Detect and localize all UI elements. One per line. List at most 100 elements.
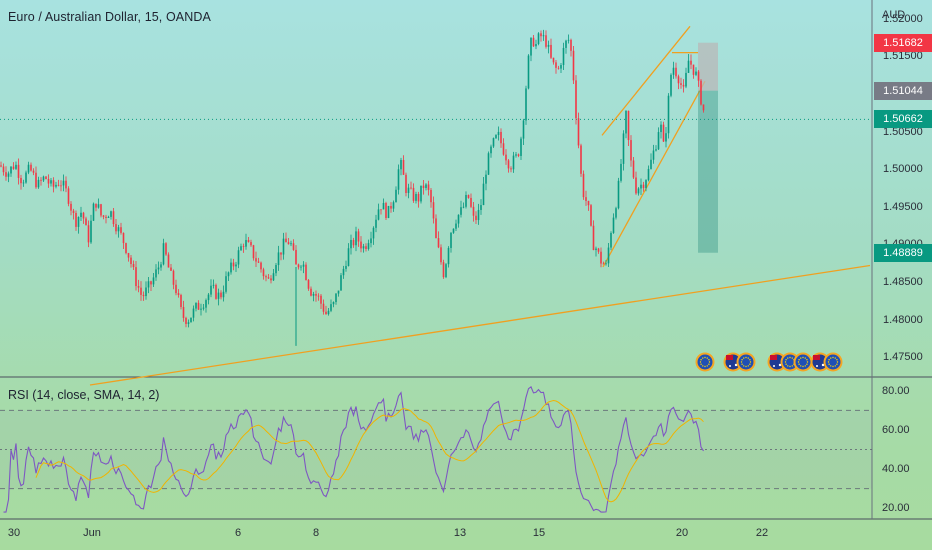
candle-body: [245, 240, 247, 247]
candle-body: [110, 211, 112, 217]
candle-body: [182, 306, 185, 318]
eu-flag-icon[interactable]: [695, 352, 715, 372]
eu-flag-icon[interactable]: [780, 352, 800, 372]
time-tick-label: 6: [234, 527, 242, 539]
candle-body: [287, 242, 290, 245]
price-axis-label: 1.48889: [874, 243, 932, 262]
time-tick-label: 22: [755, 527, 769, 539]
candle-body: [330, 304, 332, 311]
candle-body: [267, 277, 270, 279]
candle-body: [132, 264, 135, 268]
au-flag-icon[interactable]: [810, 352, 830, 372]
candle-body: [107, 216, 110, 218]
candle-body: [505, 154, 507, 161]
candle-body: [560, 65, 562, 69]
price-tick-label: 1.47500: [883, 351, 923, 364]
time-tick-label: Jun: [83, 527, 101, 539]
candle-body: [612, 217, 615, 233]
eu-flag-icon[interactable]: [793, 352, 813, 372]
candle-body: [447, 247, 450, 265]
candle-body: [262, 269, 265, 277]
candle-body: [202, 307, 205, 309]
au-flag-icon[interactable]: [767, 352, 787, 372]
candle-body: [12, 166, 15, 169]
candle-body: [7, 173, 10, 177]
candle-body: [82, 212, 85, 219]
eu-flag-icon[interactable]: [736, 352, 756, 372]
eu-flag-icon[interactable]: [823, 352, 843, 372]
candle-body: [285, 238, 287, 243]
candle-body: [542, 35, 545, 37]
candle-body: [697, 71, 700, 81]
candle-body: [300, 266, 302, 268]
candle-body: [590, 205, 592, 226]
candle-body: [672, 67, 675, 75]
candle-body: [430, 189, 432, 203]
candle-body: [547, 44, 550, 47]
candle-body: [660, 124, 662, 133]
candle-body: [235, 264, 237, 267]
time-tick-label: 20: [675, 527, 689, 539]
candle-body: [140, 287, 142, 295]
candle-body: [357, 231, 360, 242]
candle-body: [297, 264, 300, 268]
candle-body: [232, 262, 235, 267]
candle-body: [130, 257, 132, 265]
candle-body: [522, 120, 525, 139]
candle-body: [250, 242, 252, 246]
candle-body: [600, 251, 602, 264]
candle-body: [570, 39, 572, 51]
candle-body: [475, 215, 477, 221]
candle-body: [367, 243, 370, 249]
candle-body: [480, 205, 482, 210]
candle-body: [417, 194, 420, 202]
candle-body: [155, 269, 157, 278]
candle-body: [442, 262, 445, 278]
candle-body: [525, 88, 527, 121]
candle-body: [477, 209, 480, 221]
candle-body: [212, 284, 215, 286]
candle-body: [117, 227, 120, 232]
candle-body: [617, 180, 620, 209]
candle-body: [147, 281, 150, 288]
rsi-tick-label: 20.00: [882, 502, 910, 515]
candle-body: [620, 163, 622, 181]
candle-body: [550, 44, 552, 58]
candle-body: [210, 285, 212, 295]
candle-body: [92, 203, 95, 221]
candle-body: [260, 262, 262, 270]
candle-body: [390, 206, 392, 209]
candle-body: [457, 214, 460, 224]
candle-body: [685, 72, 687, 87]
candle-body: [237, 250, 240, 265]
candle-body: [500, 131, 502, 144]
au-flag-icon[interactable]: [723, 352, 743, 372]
candle-body: [575, 80, 577, 119]
candle-body: [577, 118, 580, 146]
candle-body: [62, 180, 65, 186]
candle-body: [302, 264, 305, 267]
candle-body: [532, 37, 535, 47]
candle-body: [502, 143, 505, 155]
candle-body: [495, 135, 497, 139]
candle-body: [562, 47, 565, 66]
candle-body: [492, 138, 495, 147]
candle-body: [595, 248, 597, 251]
candle-body: [510, 168, 512, 170]
candle-body: [200, 308, 202, 310]
candle-body: [675, 67, 677, 77]
candle-body: [515, 154, 517, 156]
candle-body: [220, 292, 222, 298]
candle-body: [420, 185, 422, 202]
candle-body: [462, 206, 465, 208]
candle-body: [662, 124, 665, 142]
candle-body: [335, 293, 337, 303]
candle-body: [565, 40, 567, 48]
candle-body: [325, 311, 327, 315]
candle-body: [187, 322, 190, 324]
candle-body: [145, 287, 147, 297]
candle-body: [72, 210, 75, 213]
candle-body: [630, 140, 632, 161]
